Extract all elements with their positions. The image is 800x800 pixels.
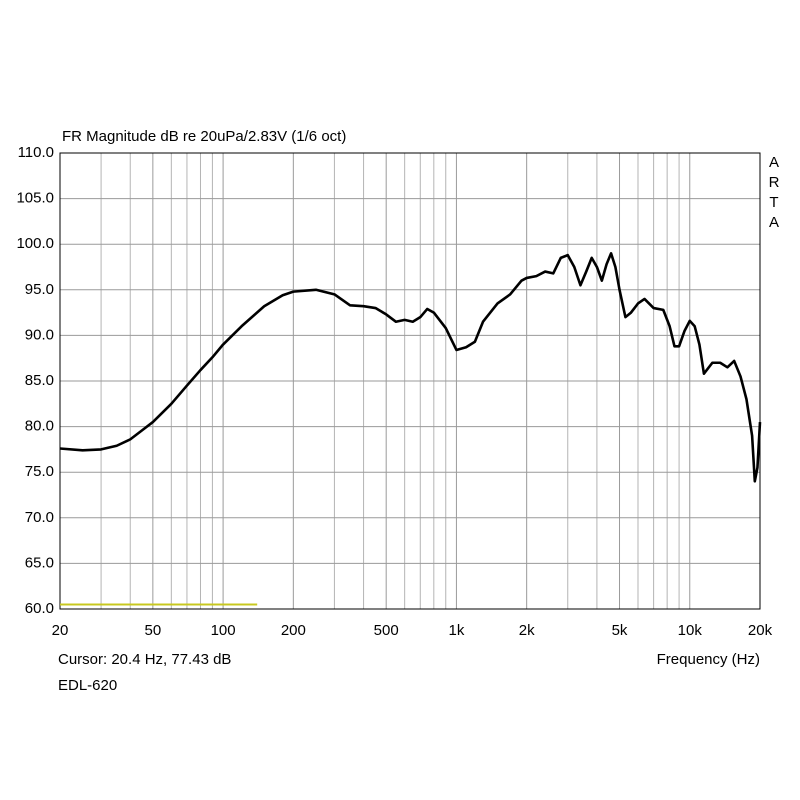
x-tick-label: 2k [519,622,535,639]
x-tick-label: 100 [211,622,236,639]
footer: EDL-620 [58,677,117,694]
x-tick-label: 20k [748,622,773,639]
side-label: R [769,174,780,191]
x-axis-label: Frequency (Hz) [657,651,760,668]
y-tick-label: 90.0 [25,326,54,343]
y-tick-label: 85.0 [25,372,54,389]
x-tick-label: 5k [612,622,628,639]
y-tick-label: 80.0 [25,418,54,435]
chart-title: FR Magnitude dB re 20uPa/2.83V (1/6 oct) [62,128,346,145]
y-tick-label: 110.0 [18,144,54,161]
x-tick-label: 50 [145,622,162,639]
plot-border [59,152,761,610]
y-tick-label: 65.0 [25,554,54,571]
cursor-text: Cursor: 20.4 Hz, 77.43 dB [58,651,231,668]
y-tick-label: 75.0 [25,463,54,480]
side-label: A [769,214,779,231]
x-tick-label: 10k [678,622,703,639]
x-tick-label: 20 [52,622,69,639]
x-tick-label: 1k [449,622,465,639]
x-tick-label: 200 [281,622,306,639]
y-tick-label: 95.0 [25,281,54,298]
series-line [59,252,762,483]
y-tick-label: 60.0 [25,600,54,617]
side-label: T [769,194,778,211]
y-tick-label: 105.0 [16,190,54,207]
y-tick-label: 70.0 [25,509,54,526]
side-label: A [769,154,779,171]
x-tick-label: 500 [374,622,399,639]
y-tick-label: 100.0 [16,235,54,252]
